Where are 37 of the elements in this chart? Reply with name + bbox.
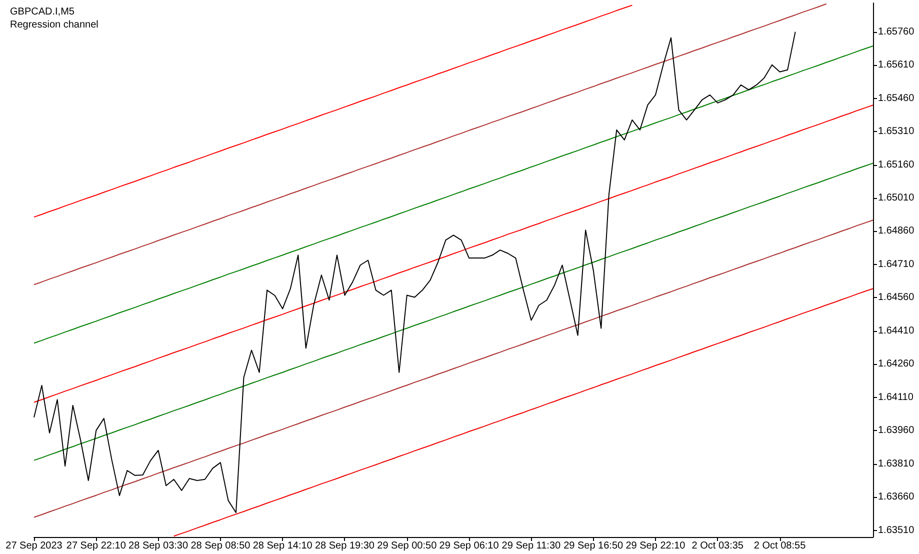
x-tick-label: 28 Sep 14:10 xyxy=(252,540,313,552)
line-series xyxy=(34,220,874,518)
text: Regression channel xyxy=(10,20,98,30)
x-tick-label: 29 Sep 00:50 xyxy=(377,540,438,552)
x-tick-label: 28 Sep 08:50 xyxy=(190,540,251,552)
line-series xyxy=(34,31,796,514)
y-tick-label: 1.64410 xyxy=(878,325,915,336)
x-tick-label: 27 Sep 2023 xyxy=(6,540,63,552)
y-tick-label: 1.63810 xyxy=(878,458,915,470)
x-tick-label: 2 Oct 03:35 xyxy=(692,540,744,552)
y-tick-label: 1.64860 xyxy=(878,226,915,237)
y-tick-label: 1.63510 xyxy=(878,524,915,536)
line-series xyxy=(34,162,874,461)
x-tick-label: 29 Sep 22:10 xyxy=(626,540,686,552)
x-tick-label: 27 Sep 22:10 xyxy=(66,540,126,552)
y-tick-label: 1.65460 xyxy=(878,92,915,104)
x-tick-label: 28 Sep 03:30 xyxy=(128,540,188,552)
y-tick-label: 1.64260 xyxy=(878,358,915,370)
line-series xyxy=(34,104,874,403)
y-tick-label: 1.64710 xyxy=(878,258,915,270)
y-tick-label: 1.65760 xyxy=(878,26,915,38)
y-tick-label: 1.64110 xyxy=(878,392,914,403)
y-tick-label: 1.65010 xyxy=(878,192,915,204)
y-tick-label: 1.65610 xyxy=(878,60,915,71)
x-tick-label: 29 Sep 11:30 xyxy=(502,540,561,552)
chart-title: GBPCAD.I,M5 xyxy=(10,6,75,18)
line-series xyxy=(173,288,874,537)
x-tick-label: 28 Sep 19:30 xyxy=(314,540,375,552)
y-tick-label: 1.64560 xyxy=(878,292,915,304)
y-tick-label: 1.65310 xyxy=(878,126,915,138)
line-series xyxy=(34,45,874,344)
x-tick-label: 2 Oct 08:55 xyxy=(754,540,806,552)
x-tick-label: 29 Sep 06:10 xyxy=(439,540,500,552)
x-tick-label: 29 Sep 16:50 xyxy=(564,540,624,552)
y-tick-label: 1.63660 xyxy=(878,492,915,503)
y-tick-label: 1.63960 xyxy=(878,425,915,436)
y-tick-label: 1.65160 xyxy=(878,159,915,170)
